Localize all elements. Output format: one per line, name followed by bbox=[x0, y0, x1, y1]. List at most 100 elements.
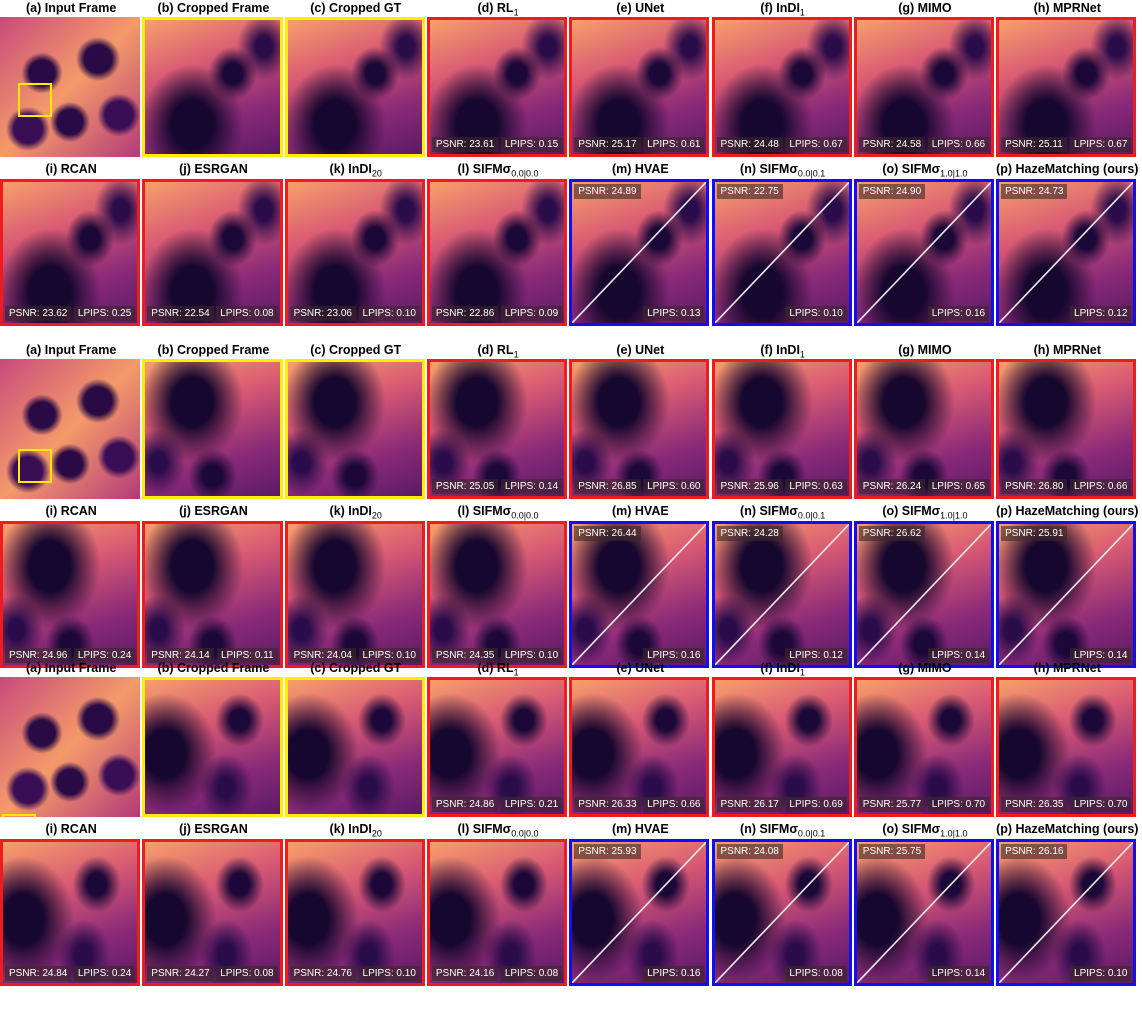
lpips-label: LPIPS: 0.15 bbox=[500, 137, 563, 152]
panel-label: (l) SIFMσ0.0|0.0 bbox=[427, 821, 569, 839]
image-panel: PSNR: 23.06 LPIPS: 0.10 bbox=[284, 179, 425, 326]
image-panel: PSNR: 22.54 LPIPS: 0.08 bbox=[142, 179, 283, 326]
split-line bbox=[572, 524, 707, 665]
label-sub: 1 bbox=[799, 349, 805, 360]
label-text: (f) InDI bbox=[760, 1, 800, 15]
split-line bbox=[999, 524, 1134, 665]
panel-label: (k) InDI20 bbox=[285, 503, 427, 521]
label-sub: 1 bbox=[799, 667, 805, 678]
label-text: (o) SIFMσ bbox=[882, 822, 941, 836]
panel-label: (o) SIFMσ1.0|1.0 bbox=[854, 821, 996, 839]
psnr-label: PSNR: 24.16 bbox=[431, 966, 499, 981]
panel-label: (b) Cropped Frame bbox=[142, 0, 284, 17]
panel-label: (m) HVAE bbox=[569, 503, 711, 520]
lpips-label: LPIPS: 0.10 bbox=[358, 966, 420, 981]
label-text: (c) Cropped GT bbox=[310, 343, 402, 357]
psnr-label: PSNR: 25.91 bbox=[1001, 526, 1068, 541]
panel-label: (h) MPRNet bbox=[996, 342, 1138, 359]
label-sub: 1.0|1.0 bbox=[940, 168, 968, 179]
psnr-label: PSNR: 22.75 bbox=[716, 184, 783, 199]
psnr-label: PSNR: 24.84 bbox=[5, 966, 72, 981]
psnr-label: PSNR: 23.61 bbox=[431, 137, 499, 152]
lpips-label: LPIPS: 0.24 bbox=[73, 966, 136, 981]
image-panel: PSNR: 26.85 LPIPS: 0.60 bbox=[569, 359, 710, 499]
panel-label: (j) ESRGAN bbox=[142, 821, 284, 838]
lpips-label: LPIPS: 0.14 bbox=[500, 479, 563, 494]
image-panel: PSNR: 26.44 LPIPS: 0.16 bbox=[569, 521, 710, 668]
psnr-label: PSNR: 24.35 bbox=[431, 648, 499, 663]
psnr-label: PSNR: 24.73 bbox=[1001, 184, 1068, 199]
panel-label: (a) Input Frame bbox=[0, 342, 142, 359]
label-sub: 20 bbox=[371, 828, 382, 839]
label-text: (p) HazeMatching (ours) bbox=[996, 822, 1139, 836]
split-line bbox=[999, 182, 1134, 323]
image-panel bbox=[142, 359, 283, 499]
psnr-label: PSNR: 25.17 bbox=[574, 137, 641, 152]
panel-label: (p) HazeMatching (ours) bbox=[996, 161, 1138, 178]
label-text: (c) Cropped GT bbox=[310, 1, 402, 15]
label-sub: 0.0|0.0 bbox=[511, 168, 539, 179]
lpips-label: LPIPS: 0.08 bbox=[216, 966, 278, 981]
psnr-label: PSNR: 24.14 bbox=[147, 648, 214, 663]
psnr-label: PSNR: 26.62 bbox=[858, 526, 926, 541]
panel-label: (j) ESRGAN bbox=[142, 503, 284, 520]
panel-label: (e) UNet bbox=[569, 342, 711, 359]
split-line bbox=[999, 842, 1134, 983]
image-panel: PSNR: 24.35 LPIPS: 0.10 bbox=[426, 521, 568, 668]
crop-box bbox=[18, 83, 52, 117]
lpips-label: LPIPS: 0.67 bbox=[1070, 137, 1132, 152]
image-panel: PSNR: 24.28 LPIPS: 0.12 bbox=[711, 521, 852, 668]
lpips-label: LPIPS: 0.70 bbox=[927, 797, 990, 812]
image-panel bbox=[0, 17, 141, 157]
lpips-label: LPIPS: 0.08 bbox=[500, 966, 563, 981]
lpips-label: LPIPS: 0.63 bbox=[785, 479, 847, 494]
image-panel: PSNR: 24.08 LPIPS: 0.08 bbox=[711, 839, 852, 986]
panel-label: (e) UNet bbox=[569, 660, 711, 677]
psnr-label: PSNR: 26.44 bbox=[574, 526, 641, 541]
image-panel: PSNR: 24.14 LPIPS: 0.11 bbox=[142, 521, 283, 668]
lpips-label: LPIPS: 0.11 bbox=[216, 648, 278, 663]
label-text: (d) RL bbox=[477, 1, 514, 15]
psnr-label: PSNR: 24.04 bbox=[289, 648, 356, 663]
label-text: (g) MIMO bbox=[898, 1, 952, 15]
label-text: (e) UNet bbox=[616, 661, 665, 675]
panel-label: (g) MIMO bbox=[854, 342, 996, 359]
panel-label: (f) InDI1 bbox=[712, 0, 854, 18]
label-text: (h) MPRNet bbox=[1033, 661, 1101, 675]
label-text: (k) InDI bbox=[329, 504, 372, 518]
label-text: (n) SIFMσ bbox=[740, 162, 798, 176]
lpips-label: LPIPS: 0.14 bbox=[1070, 648, 1132, 663]
image-panel bbox=[142, 17, 283, 157]
label-text: (l) SIFMσ bbox=[457, 504, 512, 518]
lpips-label: LPIPS: 0.67 bbox=[785, 137, 847, 152]
label-text: (n) SIFMσ bbox=[740, 504, 798, 518]
image-panel: PSNR: 24.89 LPIPS: 0.13 bbox=[569, 179, 710, 326]
image-panel: PSNR: 24.04 LPIPS: 0.10 bbox=[284, 521, 425, 668]
image-panel: PSNR: 25.11 LPIPS: 0.67 bbox=[996, 17, 1137, 157]
lpips-label: LPIPS: 0.10 bbox=[1070, 966, 1132, 981]
image-panel: PSNR: 26.24 LPIPS: 0.65 bbox=[853, 359, 995, 499]
panel-label: (n) SIFMσ0.0|0.1 bbox=[712, 503, 854, 521]
panel-label: (h) MPRNet bbox=[996, 0, 1138, 17]
image-panel: PSNR: 26.16 LPIPS: 0.10 bbox=[996, 839, 1137, 986]
image-panel bbox=[0, 677, 141, 817]
psnr-label: PSNR: 26.16 bbox=[1001, 844, 1068, 859]
label-text: (m) HVAE bbox=[611, 822, 669, 836]
image-panel bbox=[142, 677, 283, 817]
lpips-label: LPIPS: 0.70 bbox=[1070, 797, 1132, 812]
label-text: (p) HazeMatching (ours) bbox=[996, 162, 1139, 176]
lpips-label: LPIPS: 0.08 bbox=[216, 306, 278, 321]
panel-label: (g) MIMO bbox=[854, 660, 996, 677]
image-panel: PSNR: 24.96 LPIPS: 0.24 bbox=[0, 521, 141, 668]
image-panel: PSNR: 25.05 LPIPS: 0.14 bbox=[426, 359, 568, 499]
lpips-label: LPIPS: 0.66 bbox=[1070, 479, 1132, 494]
label-sub: 1.0|1.0 bbox=[940, 510, 968, 521]
label-text: (b) Cropped Frame bbox=[157, 661, 270, 675]
panel-label: (i) RCAN bbox=[0, 821, 142, 838]
lpips-label: LPIPS: 0.09 bbox=[500, 306, 563, 321]
image-panel: PSNR: 24.48 LPIPS: 0.67 bbox=[711, 17, 852, 157]
crop-box bbox=[18, 449, 52, 483]
lpips-label: LPIPS: 0.08 bbox=[785, 966, 847, 981]
panel-label: (c) Cropped GT bbox=[285, 660, 427, 677]
